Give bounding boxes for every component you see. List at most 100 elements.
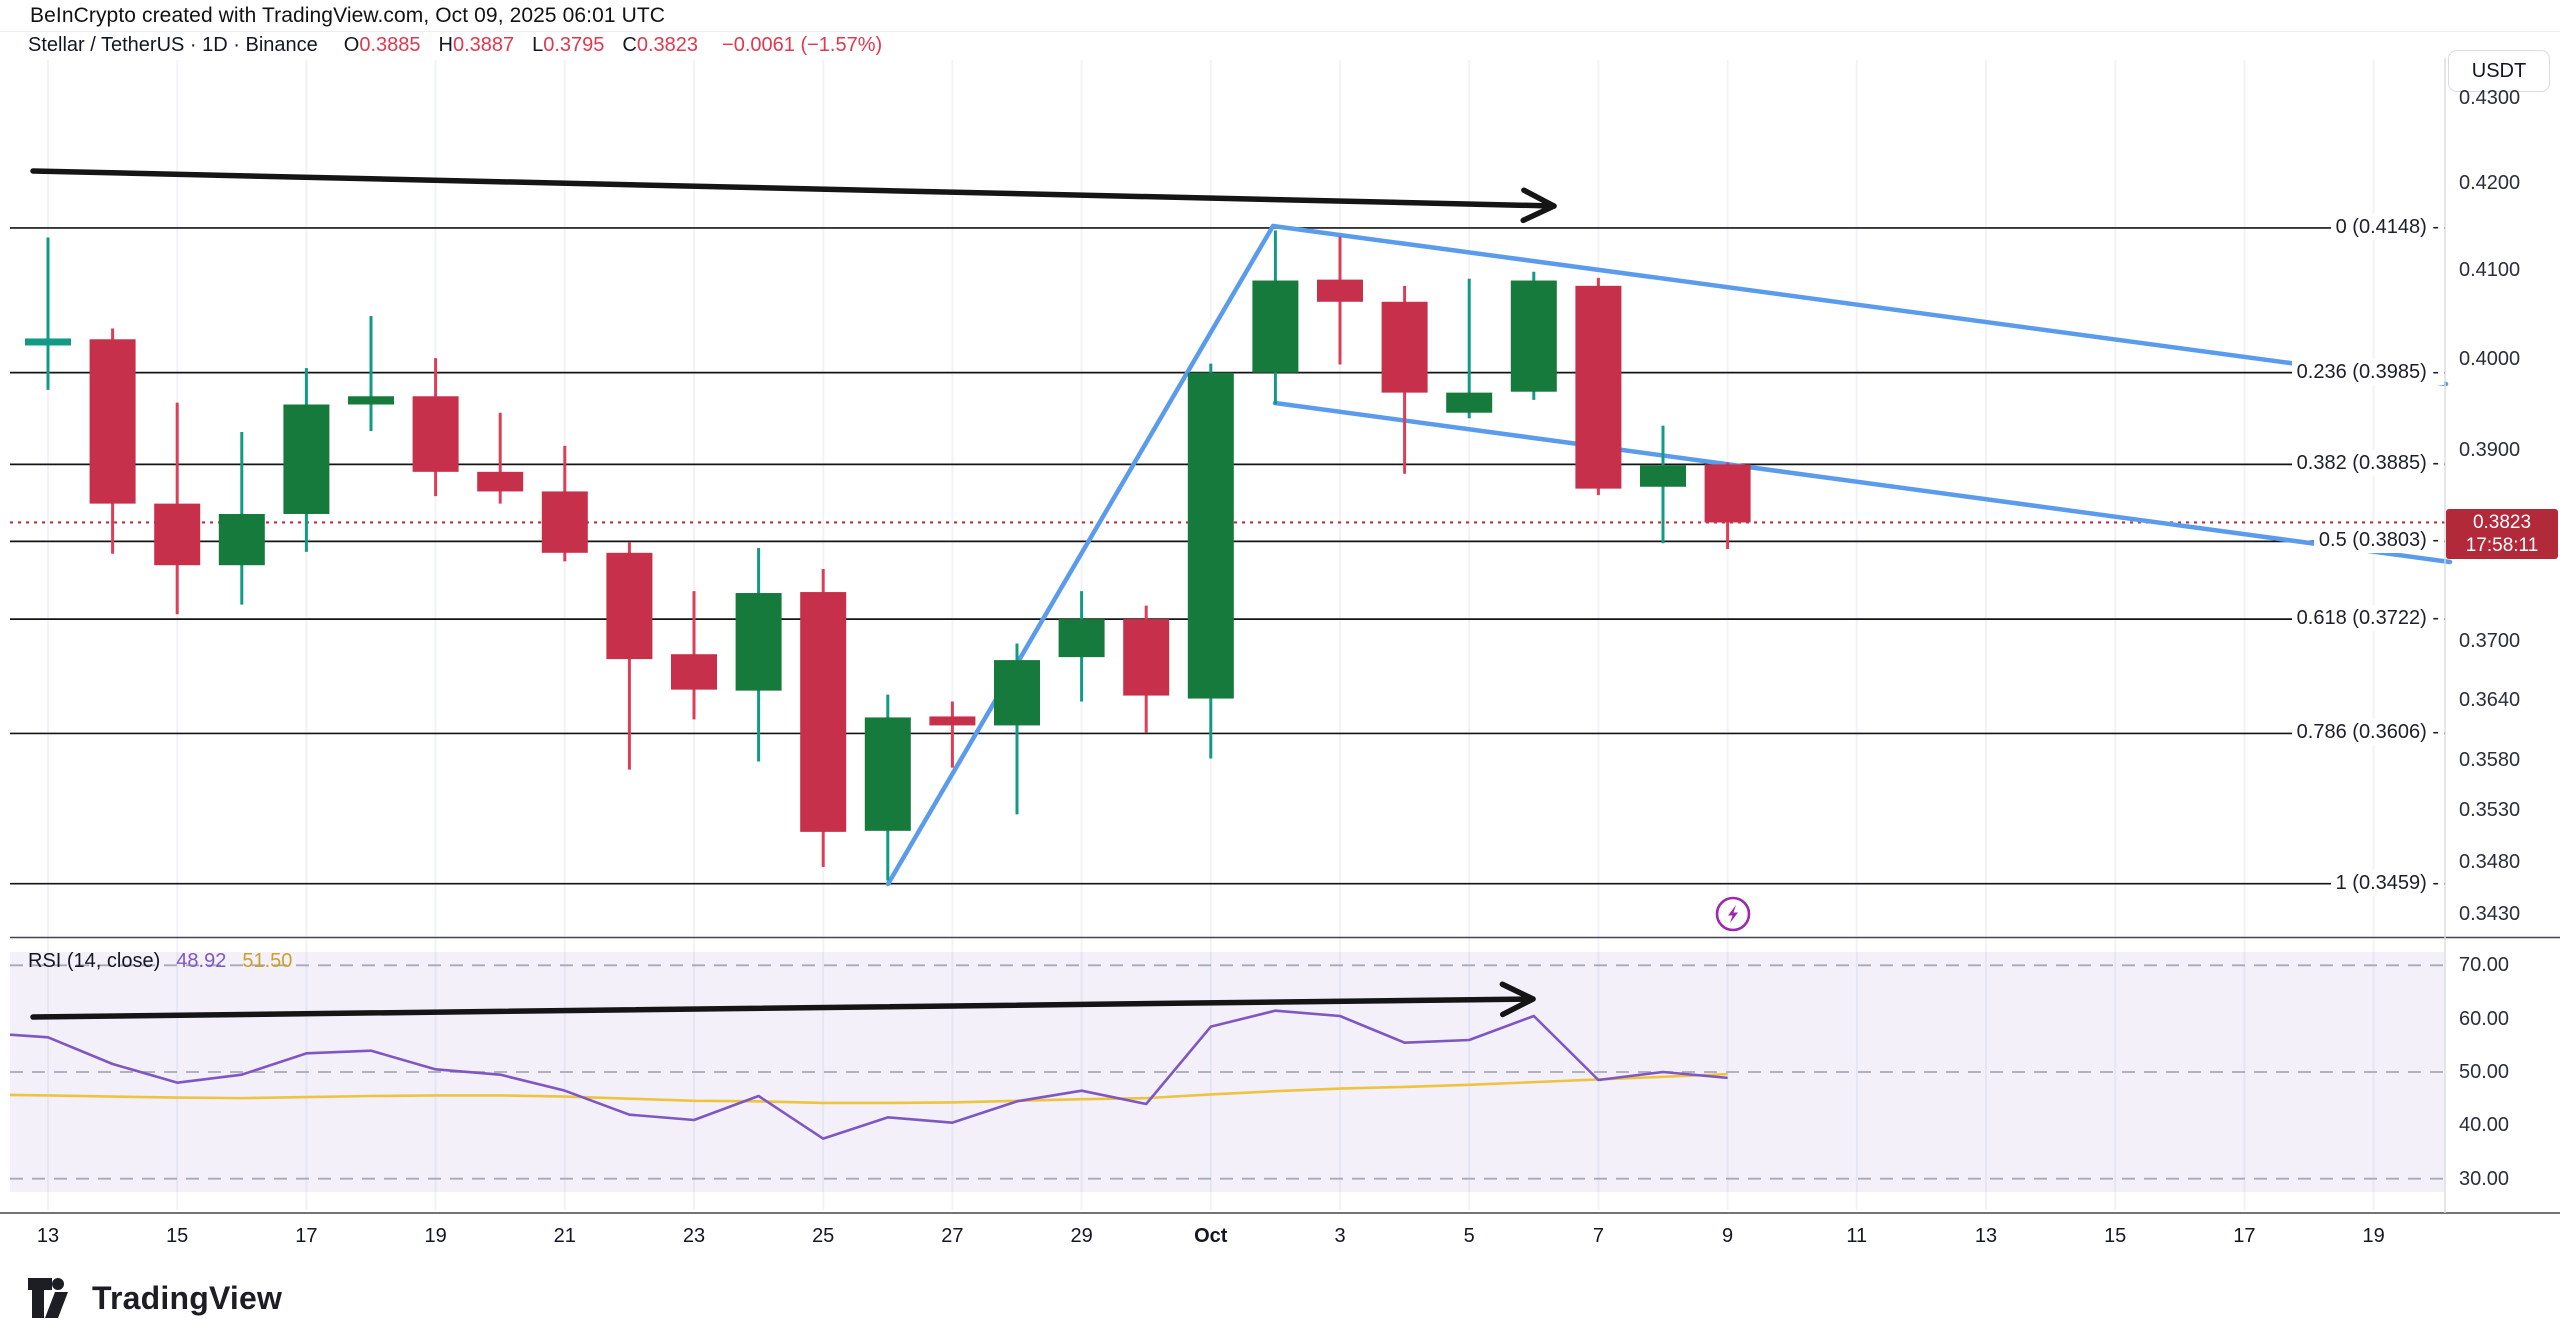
fib-label-0.236: 0.236 (0.3985) -: [2291, 358, 2444, 385]
candle-oct-4[interactable]: [1381, 301, 1428, 393]
downtrend-arrow-price[interactable]: [30, 168, 1557, 209]
candle-oct-8[interactable]: [1640, 465, 1686, 487]
fib-label-0.618: 0.618 (0.3722) -: [2291, 605, 2444, 632]
symbol-legend[interactable]: Stellar / TetherUS · 1D · Binance O0.388…: [28, 32, 882, 58]
candle-sep-25[interactable]: [800, 592, 847, 832]
candle-oct-9[interactable]: [1704, 464, 1751, 523]
date-label-23-5: 23: [682, 1225, 706, 1247]
low-label: L: [532, 33, 544, 56]
date-label-13-15: 13: [1974, 1225, 1998, 1247]
high-value: 0.3887: [452, 33, 515, 56]
date-label-17-17: 17: [2233, 1225, 2256, 1247]
low-value: 0.3795: [543, 33, 605, 56]
candle-sep-14[interactable]: [89, 339, 136, 504]
upper-channel-line[interactable]: [1270, 223, 2449, 387]
date-label-oct-9: Oct: [1194, 1225, 1228, 1247]
candle-sep-13[interactable]: [25, 338, 71, 346]
lower-channel-line[interactable]: [1272, 400, 2453, 565]
date-label-5-11: 5: [1463, 1225, 1475, 1247]
bar-countdown: 17:58:11: [2465, 535, 2539, 556]
rsi-legend-title: RSI (14, close): [28, 950, 161, 972]
date-label-11-14: 11: [1846, 1225, 1868, 1247]
candle-sep-21[interactable]: [541, 491, 588, 553]
candle-oct-3[interactable]: [1317, 279, 1363, 302]
price-tick-0.3580: 0.3580: [2459, 748, 2521, 771]
rsi-line[interactable]: [9, 1009, 1728, 1140]
candle-sep-17[interactable]: [283, 404, 330, 514]
date-label-29-8: 29: [1070, 1225, 1093, 1247]
date-label-19-18: 19: [2362, 1225, 2385, 1247]
date-label-13-0: 13: [36, 1225, 60, 1247]
high-label: H: [438, 33, 453, 56]
rsi-tick-70.00: 70.00: [2459, 954, 2510, 977]
tradingview-logo-text: TradingView: [92, 1279, 283, 1316]
date-label-25-6: 25: [812, 1225, 835, 1247]
date-label-15-16: 15: [2104, 1225, 2127, 1247]
candle-oct-5[interactable]: [1446, 392, 1493, 413]
rsi-legend[interactable]: RSI (14, close) 48.92 51.50: [28, 950, 292, 973]
date-label-21-4: 21: [553, 1225, 576, 1247]
candle-sep-18[interactable]: [348, 396, 394, 405]
symbol-title[interactable]: Stellar / TetherUS · 1D · Binance: [28, 33, 318, 56]
candle-sep-30[interactable]: [1123, 619, 1170, 696]
candle-oct-1[interactable]: [1187, 372, 1234, 699]
rsi-value: 48.92: [176, 950, 227, 972]
fib-label-1: 1 (0.3459) -: [2330, 869, 2444, 896]
rsi-tick-50.00: 50.00: [2459, 1061, 2510, 1083]
price-tick-0.4300: 0.4300: [2459, 87, 2521, 109]
close-value: 0.3823: [636, 33, 699, 56]
rsi-ma-value: 51.50: [242, 950, 293, 972]
candle-sep-22[interactable]: [606, 552, 653, 660]
candle-sep-24[interactable]: [735, 593, 782, 691]
trend-arrow-rsi-head: [1499, 981, 1536, 1018]
lightning-bolt-icon: [1728, 905, 1738, 923]
open-value: 0.3885: [359, 33, 421, 56]
last-price-value: 0.3823: [2472, 512, 2532, 533]
date-label-27-7: 27: [941, 1225, 964, 1247]
candle-sep-15[interactable]: [154, 503, 201, 566]
close-label: C: [622, 33, 637, 56]
tradingview-branding[interactable]: TradingView: [28, 1278, 282, 1318]
candle-sep-26[interactable]: [864, 717, 911, 831]
price-tick-0.4100: 0.4100: [2459, 258, 2521, 281]
header-divider: [0, 31, 2560, 32]
change-value: −0.0061 (−1.57%): [722, 33, 883, 56]
date-label-17-2: 17: [295, 1225, 318, 1247]
candle-sep-20[interactable]: [477, 471, 524, 492]
rsi-ma-line[interactable]: [9, 1072, 1728, 1105]
last-price-badge[interactable]: 0.3823 17:58:11: [2446, 509, 2558, 559]
date-label-9-13: 9: [1722, 1225, 1734, 1247]
candle-oct-7[interactable]: [1575, 285, 1622, 489]
date-label-19-3: 19: [424, 1225, 447, 1247]
candle-oct-2[interactable]: [1252, 280, 1299, 373]
candle-sep-27[interactable]: [929, 716, 976, 726]
rsi-tick-30.00: 30.00: [2459, 1167, 2510, 1190]
date-label-7-12: 7: [1592, 1225, 1604, 1247]
candle-sep-19[interactable]: [412, 396, 459, 472]
page-title: BeInCrypto created with TradingView.com,…: [30, 4, 666, 27]
rsi-tick-40.00: 40.00: [2459, 1114, 2510, 1137]
date-label-3-10: 3: [1334, 1225, 1346, 1247]
price-tick-0.3430: 0.3430: [2459, 903, 2521, 926]
price-tick-0.3900: 0.3900: [2459, 439, 2521, 462]
candle-sep-28[interactable]: [994, 660, 1040, 726]
currency-toggle-button[interactable]: USDT: [2448, 50, 2550, 92]
trend-arrow-rsi[interactable]: [30, 996, 1536, 1020]
price-tick-0.3480: 0.3480: [2459, 850, 2521, 873]
price-tick-0.4000: 0.4000: [2459, 348, 2521, 371]
downtrend-arrow-price-head: [1520, 187, 1557, 224]
date-label-15-1: 15: [166, 1225, 189, 1247]
fib-label-0.5: 0.5 (0.3803) -: [2313, 527, 2444, 554]
open-label: O: [343, 33, 360, 56]
candle-sep-16[interactable]: [218, 513, 265, 566]
candle-sep-23[interactable]: [671, 654, 717, 690]
candle-oct-6[interactable]: [1510, 280, 1557, 392]
price-tick-0.3640: 0.3640: [2459, 688, 2521, 711]
rising-support-line[interactable]: [885, 223, 1276, 887]
candle-sep-29[interactable]: [1058, 619, 1105, 658]
rsi-tick-60.00: 60.00: [2459, 1007, 2510, 1030]
price-tick-0.3530: 0.3530: [2459, 799, 2521, 822]
fib-label-0: 0 (0.4148) -: [2330, 213, 2444, 240]
tradingview-logo-icon: [28, 1278, 68, 1318]
